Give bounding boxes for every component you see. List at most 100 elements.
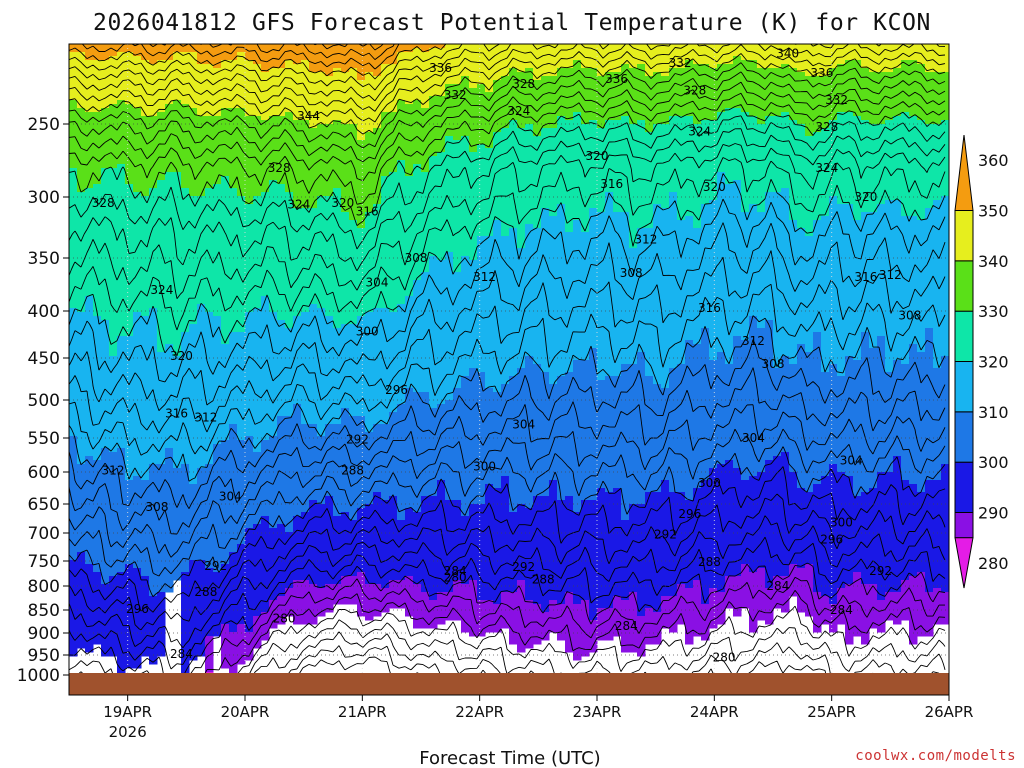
contour-fill-cell — [685, 340, 694, 501]
contour-fill-cell — [829, 120, 838, 197]
contour-line — [69, 44, 447, 80]
contour-fill-cell — [893, 116, 902, 201]
contour-fill-cell — [893, 456, 902, 593]
contour-fill-cell — [629, 248, 638, 365]
contour-fill-cell — [613, 212, 622, 377]
contour-fill-cell — [293, 316, 302, 405]
contour-fill-cell — [669, 44, 678, 69]
contour-label: 324 — [287, 197, 310, 211]
contour-fill-cell — [445, 84, 454, 137]
contour-fill-cell — [837, 112, 846, 205]
contour-label: 320 — [586, 149, 609, 163]
contour-fill-cell — [421, 392, 430, 497]
contour-fill-cell — [133, 312, 142, 477]
contour-fill-cell — [173, 52, 182, 101]
contour-fill-cell — [429, 44, 438, 49]
contour-fill-cell — [797, 568, 806, 613]
contour-fill-cell — [85, 456, 94, 565]
contour-fill-cell — [357, 572, 366, 617]
contour-fill-cell — [805, 44, 814, 77]
contour-fill-cell — [189, 108, 198, 197]
contour-fill-cell — [597, 76, 606, 129]
contour-fill-cell — [701, 120, 710, 205]
contour-fill-cell — [293, 516, 302, 581]
contour-fill-cell — [853, 496, 862, 573]
contour-fill-cell — [837, 204, 846, 377]
contour-fill-cell — [549, 384, 558, 481]
colorbar-tick-label: 320 — [978, 353, 1009, 372]
contour-fill-cell — [709, 120, 718, 201]
contour-fill-cell — [565, 68, 574, 121]
contour-fill-cell — [189, 196, 198, 325]
contour-line — [81, 44, 400, 70]
contour-fill-cell — [389, 312, 398, 413]
contour-fill-cell — [269, 528, 278, 601]
contour-fill-cell — [301, 512, 310, 581]
contour-fill-cell — [677, 220, 686, 365]
contour-fill-cell — [781, 44, 790, 65]
contour-fill-cell — [893, 44, 902, 69]
contour-fill-cell — [437, 48, 446, 97]
contour-line — [69, 515, 946, 649]
contour-label: 316 — [854, 270, 877, 284]
contour-fill-cell — [837, 64, 846, 113]
contour-fill-cell — [141, 60, 150, 117]
contour-fill-cell — [301, 312, 310, 425]
contour-fill-cell — [69, 52, 78, 101]
contour-fill-cell — [797, 72, 806, 125]
contour-fill-cell — [381, 424, 390, 501]
contour-fill-cell — [405, 44, 414, 53]
contour-fill-cell — [125, 52, 134, 105]
contour-label: 300 — [356, 325, 379, 339]
contour-label: 292 — [869, 564, 892, 578]
contour-line — [69, 81, 946, 182]
contour-fill-cell — [613, 120, 622, 213]
contour-fill-cell — [381, 588, 390, 613]
contour-fill-cell — [613, 488, 622, 597]
contour-fill-cell — [229, 332, 238, 425]
contour-fill-cell — [229, 188, 238, 333]
contour-fill-cell — [797, 228, 806, 345]
contour-fill-cell — [357, 44, 366, 81]
y-tick-label: 700 — [28, 524, 60, 544]
contour-fill-cell — [909, 344, 918, 485]
contour-fill-cell — [405, 176, 414, 297]
contour-label: 300 — [830, 516, 853, 530]
contour-fill-cell — [205, 568, 214, 637]
contour-fill-cell — [341, 124, 350, 213]
contour-fill-cell — [709, 588, 718, 629]
contour-fill-cell — [197, 560, 206, 657]
contour-fill-cell — [941, 464, 949, 593]
contour-fill-cell — [517, 504, 526, 581]
contour-fill-cell — [213, 316, 222, 445]
contour-fill-cell — [333, 328, 342, 425]
contour-label: 312 — [879, 268, 902, 282]
contour-fill-cell — [437, 592, 446, 625]
contour-fill-cell — [285, 44, 294, 61]
contour-fill-cell — [933, 588, 942, 625]
contour-fill-cell — [413, 100, 422, 165]
contour-fill-cell — [701, 204, 710, 329]
contour-fill-cell — [229, 552, 238, 633]
contour-fill-cell — [925, 328, 934, 481]
contour-fill-cell — [901, 60, 910, 113]
contour-fill-cell — [317, 504, 326, 589]
contour-fill-cell — [541, 496, 550, 613]
contour-fill-cell — [709, 44, 718, 69]
contour-fill-cell — [485, 236, 494, 389]
contour-fill-cell — [413, 48, 422, 101]
contour-fill-cell — [117, 336, 126, 449]
contour-fill-cell — [365, 432, 374, 505]
contour-fill-cell — [733, 468, 742, 577]
contour-fill-cell — [317, 44, 326, 73]
contour-fill-cell — [133, 44, 142, 57]
contour-fill-cell — [253, 452, 262, 525]
contour-fill-cell — [565, 120, 574, 233]
contour-fill-cell — [821, 476, 830, 597]
contour-fill-cell — [629, 504, 638, 593]
contour-fill-cell — [717, 592, 726, 625]
contour-fill-cell — [277, 524, 286, 597]
contour-fill-cell — [621, 600, 630, 653]
contour-line — [69, 493, 946, 631]
